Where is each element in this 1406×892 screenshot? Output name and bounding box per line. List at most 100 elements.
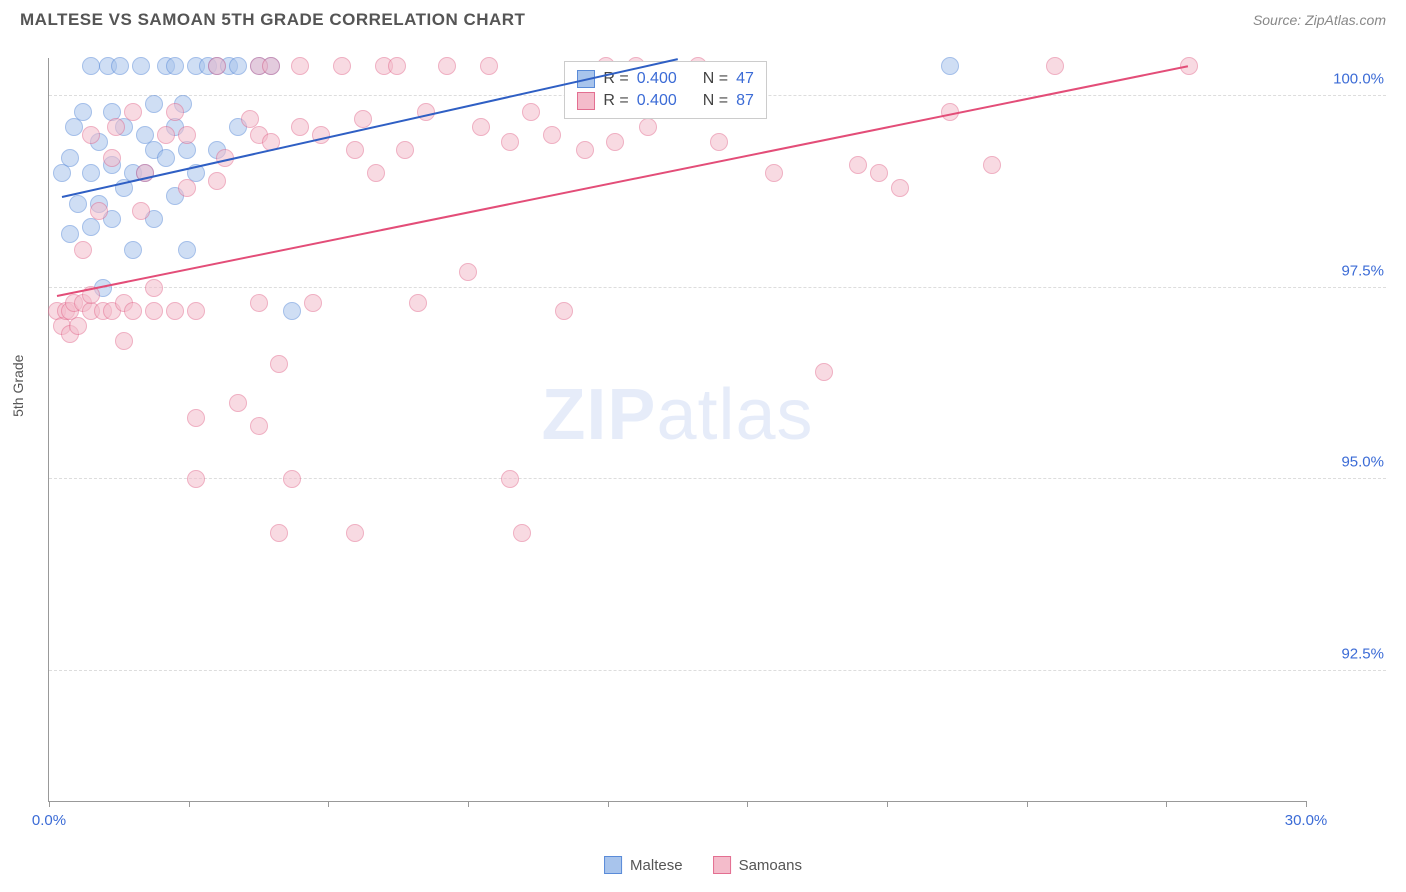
x-tick-label: 0.0%	[32, 812, 66, 829]
data-point	[522, 103, 540, 121]
data-point	[178, 179, 196, 197]
data-point	[145, 302, 163, 320]
data-point	[1046, 57, 1064, 75]
data-point	[459, 263, 477, 281]
data-point	[115, 332, 133, 350]
data-point	[765, 164, 783, 182]
data-point	[870, 164, 888, 182]
data-point	[61, 225, 79, 243]
data-point	[145, 95, 163, 113]
data-point	[132, 57, 150, 75]
data-point	[69, 195, 87, 213]
legend-swatch	[577, 92, 595, 110]
y-tick-label: 97.5%	[1314, 262, 1384, 279]
legend-swatch	[604, 856, 622, 874]
watermark-light: atlas	[656, 375, 813, 455]
data-point	[208, 172, 226, 190]
chart-header: MALTESE VS SAMOAN 5TH GRADE CORRELATION …	[0, 0, 1406, 30]
data-point	[82, 164, 100, 182]
data-point	[74, 103, 92, 121]
legend-r-value: 0.400	[637, 92, 677, 110]
legend-r-value: 0.400	[637, 70, 677, 88]
data-point	[69, 317, 87, 335]
x-tick	[887, 801, 888, 807]
data-point	[103, 149, 121, 167]
data-point	[438, 57, 456, 75]
watermark: ZIPatlas	[541, 374, 813, 456]
bottom-legend: Maltese Samoans	[604, 856, 802, 874]
legend-swatch	[713, 856, 731, 874]
grid-line	[49, 287, 1386, 288]
data-point	[291, 57, 309, 75]
data-point	[178, 126, 196, 144]
bottom-legend-item: Maltese	[604, 856, 683, 874]
data-point	[107, 118, 125, 136]
data-point	[82, 57, 100, 75]
data-point	[354, 110, 372, 128]
bottom-legend-label: Samoans	[739, 857, 802, 874]
x-tick	[608, 801, 609, 807]
y-tick-label: 92.5%	[1314, 645, 1384, 662]
data-point	[501, 470, 519, 488]
data-point	[346, 524, 364, 542]
x-tick	[1306, 801, 1307, 807]
grid-line	[49, 478, 1386, 479]
data-point	[555, 302, 573, 320]
data-point	[229, 394, 247, 412]
data-point	[166, 302, 184, 320]
data-point	[178, 141, 196, 159]
data-point	[250, 294, 268, 312]
data-point	[111, 57, 129, 75]
data-point	[576, 141, 594, 159]
data-point	[132, 202, 150, 220]
data-point	[941, 57, 959, 75]
data-point	[606, 133, 624, 151]
bottom-legend-item: Samoans	[713, 856, 802, 874]
legend-row: R = 0.400N = 87	[577, 90, 754, 112]
plot-area: ZIPatlas 92.5%95.0%97.5%100.0%0.0%30.0%R…	[48, 58, 1306, 802]
data-point	[178, 241, 196, 259]
data-point	[815, 363, 833, 381]
data-point	[388, 57, 406, 75]
data-point	[124, 103, 142, 121]
data-point	[166, 57, 184, 75]
data-point	[82, 218, 100, 236]
data-point	[543, 126, 561, 144]
data-point	[270, 355, 288, 373]
data-point	[145, 279, 163, 297]
legend-n-label: N =	[703, 92, 728, 110]
data-point	[157, 149, 175, 167]
data-point	[90, 202, 108, 220]
legend-n-value: 47	[736, 70, 754, 88]
x-tick	[189, 801, 190, 807]
y-axis-label: 5th Grade	[10, 355, 26, 417]
grid-line	[49, 670, 1386, 671]
bottom-legend-label: Maltese	[630, 857, 683, 874]
data-point	[501, 133, 519, 151]
legend-box: R = 0.400N = 47R = 0.400N = 87	[564, 61, 767, 119]
chart-title: MALTESE VS SAMOAN 5TH GRADE CORRELATION …	[20, 10, 525, 30]
data-point	[229, 57, 247, 75]
data-point	[710, 133, 728, 151]
x-tick-label: 30.0%	[1285, 812, 1328, 829]
legend-n-label: N =	[703, 70, 728, 88]
x-tick	[49, 801, 50, 807]
data-point	[983, 156, 1001, 174]
data-point	[472, 118, 490, 136]
data-point	[396, 141, 414, 159]
data-point	[124, 302, 142, 320]
data-point	[65, 118, 83, 136]
y-tick-label: 95.0%	[1314, 454, 1384, 471]
chart-source: Source: ZipAtlas.com	[1253, 12, 1386, 28]
data-point	[333, 57, 351, 75]
data-point	[283, 302, 301, 320]
data-point	[367, 164, 385, 182]
data-point	[61, 149, 79, 167]
data-point	[157, 126, 175, 144]
data-point	[291, 118, 309, 136]
data-point	[409, 294, 427, 312]
data-point	[513, 524, 531, 542]
data-point	[187, 302, 205, 320]
data-point	[53, 164, 71, 182]
x-tick	[747, 801, 748, 807]
